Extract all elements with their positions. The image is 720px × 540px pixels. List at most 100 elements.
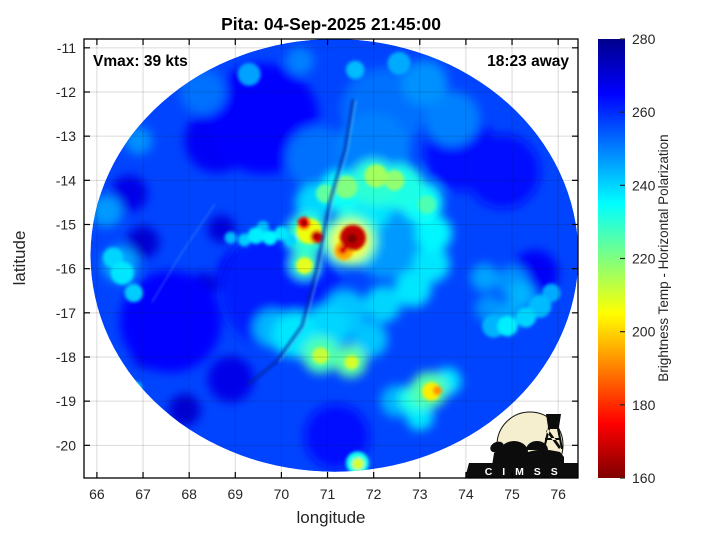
colorbar-ticks: 160 180 200 220 240 260 280 <box>620 31 656 486</box>
x-tick-label: 73 <box>412 486 428 502</box>
grid-lines <box>84 39 578 478</box>
x-tick-label: 69 <box>228 486 244 502</box>
temp-blob <box>238 233 251 247</box>
x-tick-label: 66 <box>89 486 105 502</box>
colorbar-tick-label: 200 <box>632 324 656 340</box>
temp-blob <box>168 393 201 427</box>
temp-blob <box>119 270 222 373</box>
temp-blob <box>301 219 307 226</box>
chart-title: Pita: 04-Sep-2025 21:45:00 <box>221 14 441 34</box>
colorbar-tick-label: 240 <box>632 177 656 193</box>
y-tick-label: -19 <box>56 393 76 409</box>
temp-blob <box>401 60 448 107</box>
x-tick-label: 70 <box>274 486 290 502</box>
temp-blob <box>224 231 237 244</box>
y-tick-label: -17 <box>56 305 76 321</box>
logo-ground-icon <box>492 449 564 466</box>
eta-annotation: 18:23 away <box>487 53 569 70</box>
colorbar-tick-label: 220 <box>632 251 656 267</box>
y-tick-label: -18 <box>56 349 76 365</box>
temp-blob <box>338 245 347 255</box>
temp-blob <box>334 175 358 199</box>
swath-disk-layer <box>90 39 578 472</box>
x-tick-label: 74 <box>458 486 474 502</box>
temp-blob <box>344 355 359 370</box>
x-axis-label: longitude <box>296 508 365 527</box>
y-axis-ticks: -11 -12 -13 -14 -15 -16 -17 -18 -19 -20 <box>56 40 578 453</box>
colorbar-tick-label: 260 <box>632 104 656 120</box>
logo-banner <box>465 463 578 478</box>
image-layer <box>90 39 578 472</box>
temp-blob <box>179 68 227 116</box>
cimss-logo: C I M S S <box>465 411 578 478</box>
temp-blob <box>351 457 364 470</box>
y-tick-label: -13 <box>56 128 76 144</box>
temp-blob <box>432 385 442 396</box>
x-tick-label: 75 <box>504 486 520 502</box>
x-tick-label: 72 <box>366 486 382 502</box>
temp-blob <box>312 347 329 364</box>
y-tick-label: -15 <box>56 216 76 232</box>
temp-blob <box>465 134 540 209</box>
y-tick-label: -20 <box>56 437 76 453</box>
temp-blob <box>424 90 480 147</box>
temp-blob <box>364 285 402 323</box>
x-tick-label: 68 <box>181 486 197 502</box>
temperature-field-cores <box>102 51 561 472</box>
x-tick-label: 71 <box>320 486 336 502</box>
logo-silhouette <box>490 414 564 466</box>
y-tick-label: -12 <box>56 84 76 100</box>
scan-seam-line <box>279 100 357 363</box>
scan-seams <box>151 98 357 386</box>
vmax-annotation: Vmax: 39 kts <box>93 53 188 70</box>
scan-seam-line <box>151 203 216 303</box>
temp-blob <box>497 315 518 337</box>
temp-blob <box>247 227 265 244</box>
x-tick-label: 76 <box>550 486 566 502</box>
temp-blob <box>515 307 537 328</box>
colorbar-tick-label: 280 <box>632 31 656 47</box>
axes-border <box>83 38 579 479</box>
temp-blob <box>346 233 358 244</box>
colorbar-label: Brightness Temp - Horizontal Polarizatio… <box>656 134 671 381</box>
x-tick-label: 67 <box>135 486 151 502</box>
temp-blob <box>415 214 453 252</box>
temp-blob <box>296 257 313 274</box>
temp-blob <box>124 283 144 303</box>
temp-blob <box>110 175 148 213</box>
temp-blob <box>507 281 536 309</box>
temp-blob <box>126 226 160 259</box>
temp-blob <box>274 226 289 241</box>
y-tick-label: -14 <box>56 172 76 188</box>
colorbar-tick-label: 160 <box>632 470 656 486</box>
temp-blob <box>470 263 499 292</box>
satellite-dish-icon <box>490 441 504 453</box>
temp-blob <box>345 60 365 80</box>
temp-blob <box>417 195 436 214</box>
temp-blob <box>237 62 261 86</box>
temp-blob <box>387 51 411 75</box>
temp-blob <box>286 47 314 75</box>
water-tower-tank-icon <box>546 414 561 427</box>
temp-blob <box>284 233 297 246</box>
temp-blob <box>394 270 432 307</box>
temp-blob <box>364 164 388 188</box>
y-tick-label: -16 <box>56 261 76 277</box>
radome-dome-icon <box>500 441 528 452</box>
logo-label: C I M S S <box>485 466 561 478</box>
x-axis-ticks: 66 67 68 69 70 71 72 73 74 75 76 <box>89 39 566 502</box>
temp-blob <box>90 195 123 228</box>
radome-dome-2-icon <box>526 441 548 450</box>
temp-blob <box>110 261 134 285</box>
y-axis-label: latitude <box>10 231 29 286</box>
water-tower-legs-icon <box>543 427 563 449</box>
temp-blob <box>207 356 254 403</box>
y-tick-label: -11 <box>57 40 76 56</box>
temp-blob <box>262 230 278 246</box>
scan-seam-line <box>246 98 356 386</box>
temp-blob <box>384 170 405 191</box>
temp-blob <box>313 233 320 240</box>
colorbar-tick-label: 180 <box>632 397 656 413</box>
